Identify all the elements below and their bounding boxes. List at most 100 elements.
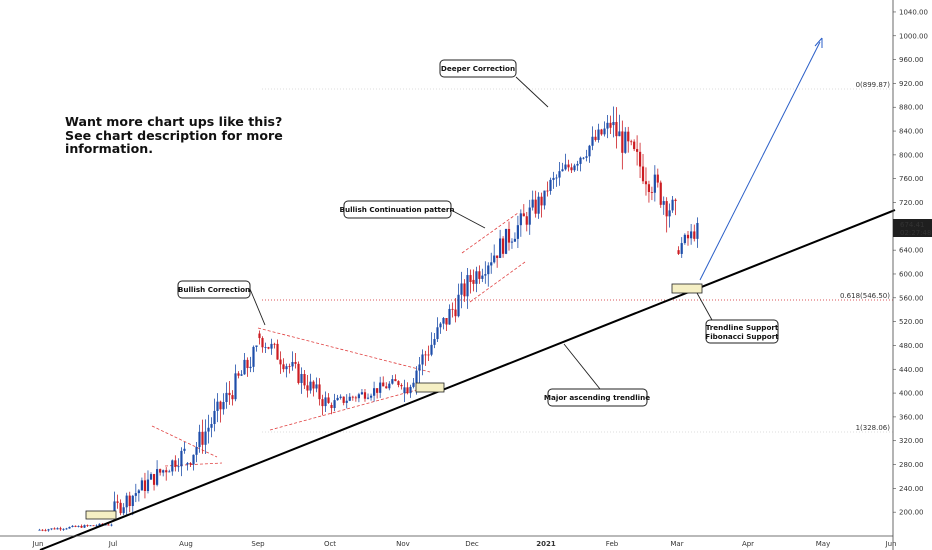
candle-body [110, 524, 113, 526]
candle-body [189, 462, 192, 465]
candle-body [171, 460, 174, 472]
candle-body [585, 156, 588, 158]
callout-bullish-continuation[interactable]: Bullish Continuation pattern [339, 200, 486, 229]
candle-body [143, 480, 147, 491]
y-tick-label: 520.00 [899, 318, 924, 326]
candle-body [360, 392, 364, 395]
candle-body [555, 177, 558, 179]
candle-body [309, 381, 312, 391]
y-tick-label: 840.00 [899, 128, 924, 136]
candle-body [354, 397, 357, 399]
y-tick-label: 480.00 [899, 342, 924, 350]
x-tick-label: Mar [670, 540, 683, 548]
projection-arrow-head [814, 37, 823, 48]
candle-body [300, 373, 303, 383]
x-tick-label: Apr [742, 540, 754, 548]
candle-body [125, 495, 128, 508]
candle-body [231, 395, 234, 400]
candle-body [576, 163, 579, 166]
candle-body [327, 397, 330, 403]
candle-body [104, 524, 107, 526]
candle-body [693, 231, 696, 239]
candle-body [433, 339, 436, 345]
candle-body [490, 262, 493, 266]
candle-body [525, 216, 528, 225]
candle-body [522, 213, 525, 217]
axes [0, 0, 894, 550]
candle-body [53, 528, 56, 530]
candle-body [195, 447, 198, 455]
callout-deeper-correction[interactable]: Deeper Correction [439, 59, 549, 108]
candle-body [50, 528, 53, 530]
candle-body [487, 265, 490, 275]
callout-bullish-correction[interactable]: Bullish Correction [177, 280, 266, 326]
candle-body [95, 525, 98, 527]
svg-text:Bullish Continuation pattern: Bullish Continuation pattern [339, 205, 454, 214]
candle-body [638, 151, 642, 167]
candle-body [493, 255, 496, 263]
candle-body [80, 525, 83, 528]
candle-body [484, 274, 487, 276]
promo-text: Want more chart ups like this? See chart… [65, 114, 283, 156]
candle-body [403, 387, 406, 394]
x-tick-label: Jun [32, 540, 44, 548]
candle-body [600, 129, 603, 135]
y-tick-label: 1040.00 [899, 8, 928, 16]
candle-body [177, 466, 180, 468]
candle-body [528, 207, 531, 225]
candle-body [216, 401, 219, 411]
candle-body [513, 238, 517, 242]
fib-0-label: 0(899.87) [856, 81, 891, 89]
candle-body [207, 427, 210, 432]
x-tick-label: Sep [251, 540, 265, 548]
candle-body [44, 530, 47, 532]
candle-body [510, 241, 514, 243]
candle-body [222, 402, 225, 410]
y-tick-label: 440.00 [899, 366, 924, 374]
candle-body [504, 228, 508, 254]
candle-body [246, 359, 249, 369]
candle-body [89, 525, 92, 527]
callout-trendline-fib-support[interactable]: Trendline Support Fibonacci Support [696, 292, 779, 344]
candle-body [680, 243, 683, 254]
fibonacci-levels: 0(899.87) 0.618(546.50) 1(328.06) [262, 81, 893, 433]
candle-body [430, 344, 433, 355]
candle-body [418, 364, 421, 371]
candle-body [62, 528, 65, 530]
candle-body [481, 275, 484, 279]
callout-major-trendline[interactable]: Major ascending trendline [544, 343, 650, 407]
candle-body [558, 171, 561, 178]
candle-body [363, 392, 367, 399]
candle-body [252, 346, 255, 367]
y-tick-label: 200.00 [899, 509, 924, 517]
candle-body [152, 474, 156, 485]
candle-body [288, 366, 291, 368]
candle-body [237, 373, 240, 376]
candle-body [279, 359, 282, 365]
candle-body [225, 392, 228, 403]
candle-body [146, 479, 150, 491]
candle-body [159, 469, 162, 473]
candle-body [303, 373, 306, 386]
candle-body [373, 388, 376, 396]
candle-body [615, 122, 618, 137]
candle-body [131, 495, 134, 507]
candle-body [273, 343, 276, 345]
fib-618-label: 0.618(546.50) [840, 292, 890, 300]
candle-body [324, 397, 327, 407]
candle-body [499, 238, 502, 258]
pattern-lines [151, 212, 526, 467]
candle-body [342, 396, 345, 403]
candle-body [41, 529, 44, 531]
candle-body [659, 182, 662, 205]
candle-body [255, 345, 258, 347]
candle-body [98, 523, 101, 526]
candle-body [412, 382, 415, 387]
candle-body [690, 231, 693, 239]
candle-body [397, 381, 400, 386]
candle-body [394, 379, 397, 382]
candle-body [391, 379, 394, 384]
candle-body [501, 238, 505, 254]
candle-body [424, 354, 427, 356]
